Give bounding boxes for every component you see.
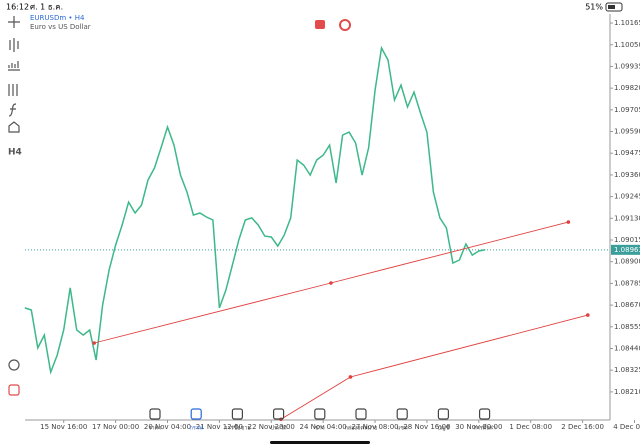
x-tick-label: 24 Nov 04:00: [300, 423, 347, 431]
y-tick-label: 1.08440: [614, 344, 640, 352]
tab-icon: [355, 408, 367, 420]
y-tick-label: 1.08210: [614, 388, 640, 396]
battery-icon: [605, 2, 623, 12]
trendline-anchor: [329, 281, 333, 285]
y-tick-label: 1.08555: [614, 323, 640, 331]
y-tick-label: 1.09360: [614, 171, 640, 179]
left-toolbar: [8, 16, 20, 396]
trendline: [280, 314, 588, 420]
x-tick-label: 20 Nov 04:00: [144, 423, 191, 431]
y-tick-label: 1.08670: [614, 301, 640, 309]
tab-label: กล่องจดหมาย: [344, 426, 377, 432]
tab[interactable]: การซื้อขาย: [224, 408, 251, 432]
symbol-name[interactable]: EURUSDm • H4: [30, 14, 85, 22]
tab-label: การตั้งค่า: [473, 424, 495, 432]
chart-type-tool[interactable]: [9, 38, 19, 52]
battery-level: [608, 5, 615, 9]
tab-label: บัญชี: [437, 425, 449, 432]
timeframe-label[interactable]: H4: [8, 148, 22, 158]
tab[interactable]: บัญชี: [437, 408, 450, 432]
y-tick-label: 1.09130: [614, 214, 640, 222]
history-tool[interactable]: [8, 359, 20, 371]
trendline-anchor: [92, 341, 96, 345]
price-line: [24, 45, 486, 375]
function-tool[interactable]: [8, 103, 17, 117]
indicators-tool[interactable]: [8, 84, 18, 96]
tab[interactable]: ข่าว: [314, 408, 326, 432]
tab-icon: [273, 408, 285, 420]
y-tick-label: 1.08785: [614, 279, 640, 287]
trade-tool[interactable]: [8, 384, 20, 396]
y-tick-label: 1.09590: [614, 128, 640, 136]
trendline-anchor: [566, 220, 571, 224]
y-tick-label: 1.09820: [614, 84, 640, 92]
tab-icon: [149, 408, 161, 420]
tab-icon: [314, 408, 326, 420]
x-tick-label: 30 Nov 00:00: [455, 423, 502, 431]
tab-label: ประวัติ: [271, 425, 287, 432]
tab[interactable]: กล่องจดหมาย: [344, 408, 378, 432]
tab-label: แชท: [397, 425, 408, 432]
tab[interactable]: กราฟ: [190, 408, 203, 432]
tab-label: ราคา: [149, 426, 162, 432]
y-tick-label: 1.08325: [614, 366, 640, 374]
x-tick-label: 1 Dec 08:00: [509, 423, 552, 431]
tab[interactable]: แชท: [396, 408, 408, 432]
crosshair-tool[interactable]: [8, 16, 20, 28]
x-tick-label: 21 Nov 12:00: [196, 423, 243, 431]
x-tick-label: 17 Nov 00:00: [92, 423, 139, 431]
tab-icon: [479, 408, 491, 420]
tab-label: กราฟ: [190, 425, 203, 432]
volume-tool[interactable]: [8, 61, 20, 71]
current-price-label: 1.08963: [614, 246, 640, 254]
indicator-button[interactable]: [339, 19, 351, 31]
symbol-description: Euro vs US Dollar: [30, 23, 91, 31]
y-tick-label: 1.10050: [614, 41, 640, 49]
status-date: ศ. 1 ธ.ค.: [30, 3, 63, 12]
tab-label: การซื้อขาย: [224, 424, 250, 432]
objects-tool[interactable]: [8, 121, 20, 133]
x-tick-label: 27 Nov 08:00: [351, 423, 398, 431]
y-tick-label: 1.09705: [614, 106, 640, 114]
tab-icon: [396, 408, 408, 420]
y-tick-label: 1.10165: [614, 19, 640, 27]
x-tick-label: 22 Nov 20:00: [248, 423, 295, 431]
x-tick-label: 2 Dec 16:00: [561, 423, 604, 431]
one-click-button[interactable]: [315, 20, 325, 29]
tab-icon: [231, 408, 243, 420]
trendline-anchor: [585, 313, 590, 317]
y-tick-label: 1.09015: [614, 236, 640, 244]
tab[interactable]: การตั้งค่า: [473, 408, 496, 432]
y-tick-label: 1.08900: [614, 258, 640, 266]
y-tick-label: 1.09245: [614, 193, 640, 201]
x-tick-label: 15 Nov 16:00: [40, 423, 87, 431]
x-tick-label: 28 Nov 16:00: [403, 423, 450, 431]
tab-label: ข่าว: [315, 426, 325, 432]
y-tick-label: 1.09935: [614, 62, 640, 70]
current-price-tag: [611, 244, 640, 255]
x-tick-label: 4 Dec 00:00: [613, 423, 640, 431]
status-time: 16:12: [6, 3, 29, 12]
y-tick-label: 1.09475: [614, 149, 640, 157]
tab-icon: [437, 408, 449, 420]
tab[interactable]: ราคา: [149, 408, 162, 432]
home-indicator: [270, 441, 370, 444]
tab[interactable]: ประวัติ: [271, 408, 287, 432]
tab-icon: [190, 408, 202, 420]
trendline-anchor: [348, 375, 353, 379]
status-battery: 51%: [585, 3, 603, 12]
